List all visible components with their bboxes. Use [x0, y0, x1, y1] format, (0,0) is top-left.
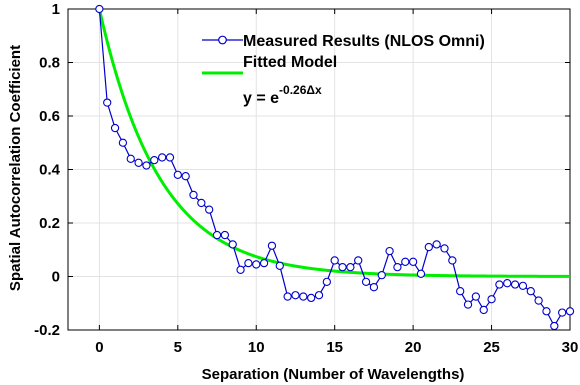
fitted-model-curve	[97, 8, 570, 278]
measured-data-point	[259, 258, 269, 268]
measured-data-point	[330, 256, 339, 265]
measured-data-point	[126, 154, 135, 163]
measured-data-point	[244, 258, 253, 268]
measured-data-point	[558, 308, 567, 317]
measured-data-point	[361, 277, 371, 286]
measured-data-point	[432, 240, 441, 249]
equation-exponent: -0.26	[279, 83, 307, 97]
measured-data-point	[456, 287, 465, 296]
measured-data-point	[103, 98, 112, 107]
measured-data-point	[424, 242, 433, 252]
y-tick-label: 0	[52, 269, 60, 286]
y-tick-label: 1	[52, 1, 60, 18]
y-axis-label: Spatial Autocorrelation Coefficient	[7, 45, 24, 291]
legend-measured-label: Measured Results (NLOS Omni)	[243, 33, 485, 50]
measured-data-point	[354, 256, 363, 265]
measured-data-point	[448, 256, 457, 265]
measured-data-point	[463, 300, 473, 309]
y-tick-label: 0.4	[39, 162, 61, 179]
measured-data-point	[408, 257, 418, 266]
measured-data-point	[550, 321, 559, 331]
measured-data-point	[510, 280, 520, 289]
measured-data-point	[377, 271, 386, 280]
series-layer	[95, 4, 575, 331]
measured-data-point	[487, 295, 496, 304]
measured-data-point	[173, 170, 182, 179]
measured-data-point	[338, 262, 347, 272]
measured-data-point	[322, 277, 331, 286]
measured-data-point	[369, 283, 379, 292]
measured-data-point	[385, 246, 394, 256]
measured-data-point	[526, 287, 535, 296]
measured-data-point	[503, 279, 512, 288]
measured-data-point	[393, 262, 402, 272]
measured-data-point	[220, 230, 230, 240]
axis-ticks	[68, 8, 571, 331]
legend-measured-marker	[218, 35, 227, 45]
y-tick-label: 0.2	[39, 215, 60, 232]
measured-data-point	[401, 257, 410, 266]
measured-data-point	[189, 190, 198, 200]
measured-data-point	[181, 172, 190, 181]
legend-fitted-label: Fitted Model	[243, 54, 337, 71]
measured-data-point	[165, 153, 175, 162]
measured-data-point	[205, 205, 214, 214]
measured-data-point	[118, 138, 128, 147]
measured-data-point	[518, 281, 528, 291]
x-tick-label: 10	[248, 339, 265, 356]
measured-data-point	[110, 123, 120, 133]
measured-data-point	[95, 4, 104, 14]
measured-data-point	[495, 280, 504, 289]
measured-data-point	[267, 241, 277, 250]
y-tick-label: 0.8	[39, 55, 60, 72]
measured-data-point	[252, 260, 261, 269]
equation-base: y = e	[243, 90, 279, 107]
y-tick-label: 0.6	[39, 108, 60, 125]
measured-data-point	[565, 307, 575, 316]
equation-delta: Δ	[306, 83, 315, 97]
measured-data-point	[291, 291, 300, 300]
measured-data-point	[416, 269, 426, 278]
measured-data-point	[542, 307, 551, 316]
measured-data-point	[228, 240, 237, 249]
measured-data-point	[236, 265, 245, 274]
measured-data-point	[307, 293, 316, 303]
x-tick-label: 0	[95, 339, 103, 356]
fit-equation: y = e-0.26Δx	[243, 83, 322, 107]
measured-data-point	[197, 198, 206, 208]
measured-data-point	[534, 296, 543, 305]
measured-data-point	[299, 292, 308, 301]
x-tick-label: 20	[405, 339, 422, 356]
tick-labels: 0 5 10 15 20 25 30 -0.2 0 0.2 0.4 0.6 0.8 1	[34, 1, 578, 356]
measured-data-point	[314, 291, 324, 300]
measured-data-point	[142, 161, 151, 170]
x-axis-label: Separation (Number of Wavelengths)	[202, 366, 465, 383]
x-tick-label: 30	[562, 339, 579, 356]
x-tick-label: 5	[174, 339, 182, 356]
measured-data-point	[157, 153, 167, 162]
measured-data-point	[134, 158, 143, 167]
measured-data-point	[212, 230, 222, 240]
equation-variable: x	[315, 83, 322, 97]
x-tick-label: 15	[326, 339, 343, 356]
measured-data-point	[479, 305, 488, 315]
y-tick-label: -0.2	[34, 322, 60, 339]
legend: Measured Results (NLOS Omni) Fitted Mode…	[202, 33, 485, 107]
measured-data-point	[440, 244, 449, 253]
measured-data-point	[471, 292, 481, 301]
x-tick-label: 25	[483, 339, 500, 356]
measured-data-point	[283, 292, 292, 301]
measured-data-point	[275, 261, 284, 270]
measured-data-point	[346, 262, 355, 272]
measured-data-point	[150, 155, 159, 165]
